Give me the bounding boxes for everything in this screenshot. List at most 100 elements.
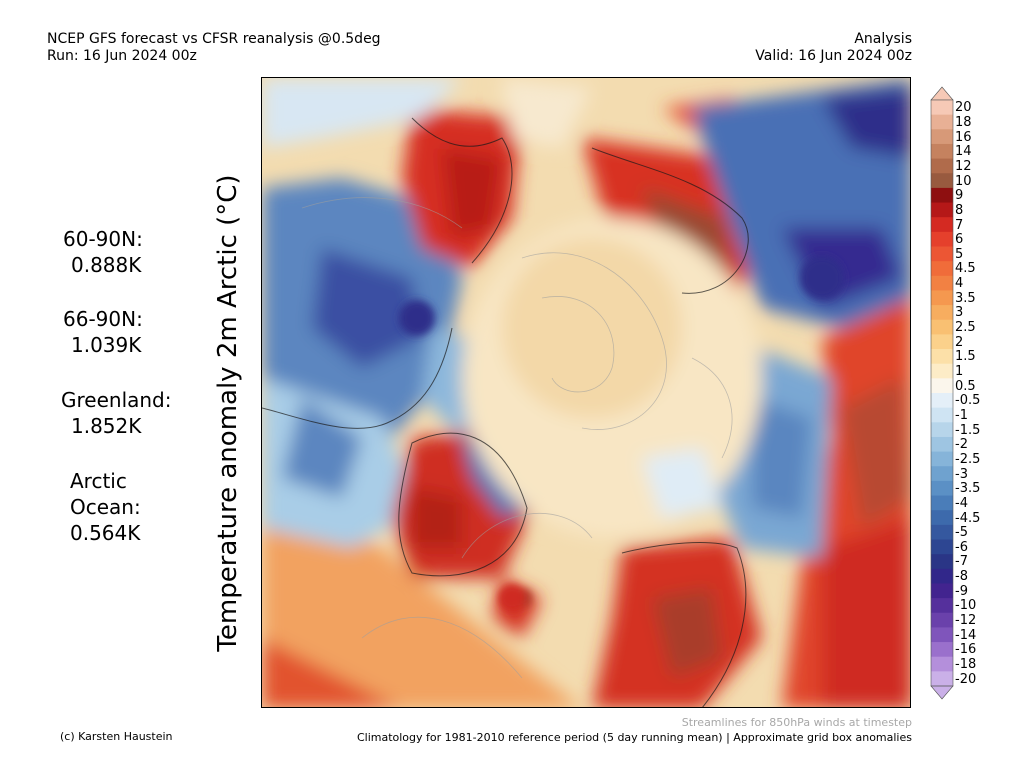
colorbar-arrow-bottom [930, 685, 954, 700]
colorbar-tick-label: 10 [955, 173, 972, 189]
colorbar-tick-label: -2.5 [955, 451, 981, 467]
colorbar-swatch [931, 612, 953, 628]
stat-60-90n-value: 0.888K [71, 253, 142, 277]
stat-66-90n-label: 66-90N: [63, 307, 143, 331]
colorbar-swatch [931, 436, 953, 453]
run-time: Run: 16 Jun 2024 00z [47, 48, 197, 64]
colorbar-swatch [931, 261, 953, 277]
colorbar-swatch [931, 480, 953, 497]
colorbar-tick-label: 2 [955, 334, 964, 350]
stat-greenland-value: 1.852K [71, 414, 142, 438]
map-axis-label: Temperature anomaly 2m Arctic (°C) [213, 174, 243, 652]
colorbar-swatch [931, 510, 953, 526]
colorbar-tick-label: -18 [955, 657, 977, 673]
stat-66-90n-value: 1.039K [71, 333, 142, 357]
colorbar-tick-label: -20 [955, 671, 977, 687]
colorbar-swatch [931, 524, 953, 540]
stat-arctic-value: 0.564K [70, 521, 141, 545]
colorbar-swatch [931, 627, 953, 643]
colorbar-tick-label: 0.5 [955, 378, 976, 394]
colorbar-swatch [931, 305, 953, 321]
colorbar-tick-label: -14 [955, 627, 977, 643]
colorbar-tick-label: -10 [955, 598, 977, 614]
coastlines [262, 117, 749, 707]
colorbar-tick-label: 2.5 [955, 320, 976, 336]
colorbar-tick-label: -5 [955, 525, 968, 541]
colorbar-tick-label: -2 [955, 437, 968, 453]
colorbar-swatch [931, 114, 953, 130]
colorbar-swatch [931, 231, 953, 247]
colorbar-tick-label: 3 [955, 305, 964, 321]
colorbar-swatch [931, 143, 953, 160]
colorbar-swatch [931, 378, 953, 394]
colorbar-tick-label: -9 [955, 583, 968, 599]
colorbar-swatch [931, 349, 953, 365]
colorbar-tick-label: 1 [955, 364, 964, 380]
colorbar-swatch [931, 319, 953, 335]
colorbar-swatch [931, 451, 953, 467]
colorbar-tick-label: -7 [955, 554, 968, 570]
colorbar-tick-label: 16 [955, 129, 972, 145]
colorbar-tick-label: -3 [955, 466, 968, 482]
colorbar-swatch [931, 466, 953, 482]
colorbar-tick-label: 4 [955, 276, 964, 292]
streamlines-note: Streamlines for 850hPa winds at timestep [681, 716, 912, 729]
colorbar-swatch [931, 393, 953, 409]
colorbar-tick-label: -4.5 [955, 510, 981, 526]
map-canvas [262, 78, 910, 707]
colorbar-swatch [931, 158, 953, 174]
stat-arctic-label: Arctic [70, 469, 127, 493]
colorbar-tick-label: 7 [955, 217, 964, 233]
colorbar-tick-label: 9 [955, 188, 964, 204]
colorbar-tick-label: 8 [955, 202, 964, 218]
colorbar-swatch [931, 568, 953, 584]
colorbar-swatch [931, 598, 953, 614]
colorbar-swatch [931, 422, 953, 438]
colorbar-swatch [931, 290, 953, 306]
colorbar-outline [930, 99, 954, 687]
colorbar-tick-label: 6 [955, 232, 964, 248]
colorbar-swatch [931, 217, 953, 233]
coastline-detail [399, 256, 844, 612]
analysis-label: Analysis [854, 31, 912, 47]
colorbar-swatch [931, 656, 953, 672]
stat-greenland-label: Greenland: [61, 388, 172, 412]
colorbar [930, 86, 954, 700]
colorbar-tick-label: -1.5 [955, 422, 981, 438]
colorbar-swatch [931, 202, 953, 218]
colorbar-tick-label: -1 [955, 407, 968, 423]
anomaly-field [262, 78, 910, 707]
stat-arctic-ocean-label: Ocean: [70, 495, 141, 519]
valid-time: Valid: 16 Jun 2024 00z [755, 48, 912, 64]
colorbar-tick-label: 14 [955, 144, 972, 160]
colorbar-arrow-top [930, 86, 954, 101]
colorbar-swatch [931, 554, 953, 570]
colorbar-tick-label: 3.5 [955, 290, 976, 306]
colorbar-tick-label: 18 [955, 114, 972, 130]
colorbar-tick-label: -8 [955, 569, 968, 585]
climatology-note: Climatology for 1981-2010 reference peri… [356, 731, 912, 744]
colorbar-swatch [931, 129, 953, 145]
colorbar-tick-label: -6 [955, 539, 968, 555]
arctic-anomaly-map [261, 77, 911, 708]
colorbar-swatch [931, 246, 953, 262]
colorbar-swatch [931, 334, 953, 350]
colorbar-swatch [931, 173, 953, 189]
colorbar-tick-label: 12 [955, 158, 972, 174]
colorbar-tick-label: -3.5 [955, 481, 981, 497]
colorbar-tick-label: -4 [955, 495, 968, 511]
colorbar-tick-label: -16 [955, 642, 977, 658]
colorbar-swatch [931, 187, 953, 204]
colorbar-swatch [931, 495, 953, 511]
credit-text: (c) Karsten Haustein [60, 730, 173, 743]
colorbar-tick-label: 4.5 [955, 261, 976, 277]
colorbar-swatch [931, 275, 953, 291]
colorbar-swatch [931, 100, 953, 116]
colorbar-tick-label: -12 [955, 613, 977, 629]
wind-streamlines [301, 197, 733, 679]
colorbar-tick-label: -0.5 [955, 393, 981, 409]
colorbar-swatch [931, 407, 953, 423]
colorbar-swatch [931, 539, 953, 555]
chart-title: NCEP GFS forecast vs CFSR reanalysis @0.… [47, 31, 381, 47]
stat-60-90n-label: 60-90N: [63, 227, 143, 251]
